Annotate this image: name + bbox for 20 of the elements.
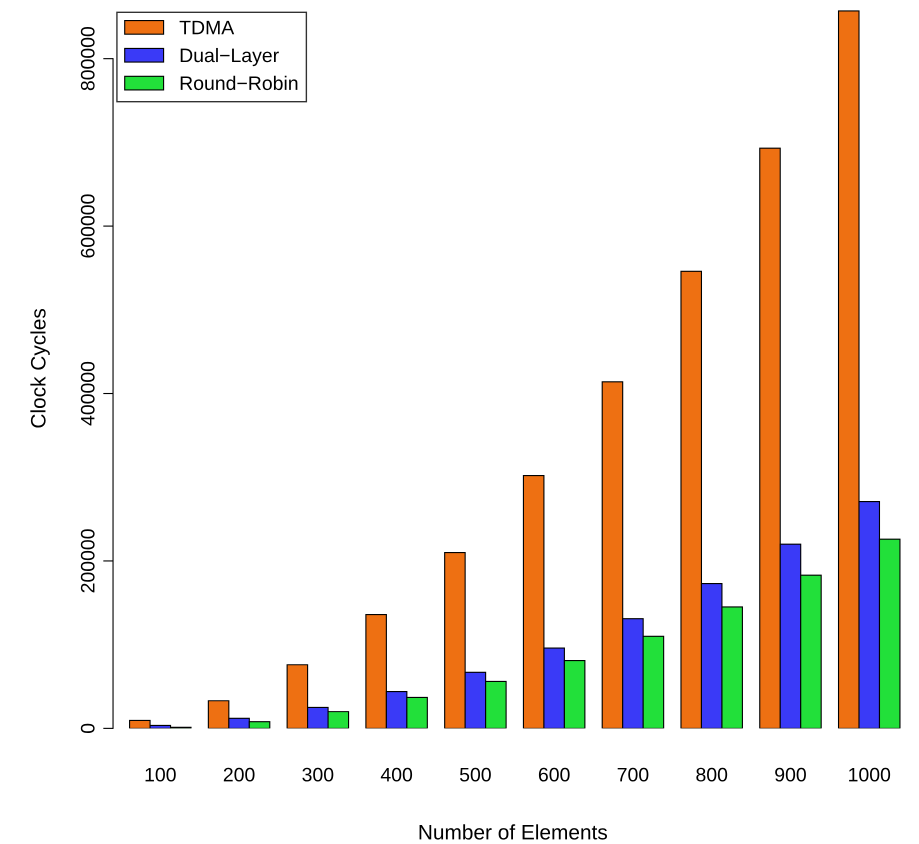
y-tick-label: 600000 <box>80 194 95 258</box>
legend-label: Round−Robin <box>180 76 298 90</box>
y-tick-label: 0 <box>80 724 95 734</box>
x-tick-label: 300 <box>302 768 334 782</box>
y-tick-label: 400000 <box>80 362 95 426</box>
legend-label: TDMA <box>180 20 234 34</box>
x-tick-label: 700 <box>618 768 648 782</box>
legend-label: Dual−Layer <box>180 48 279 66</box>
x-tick-label: 100 <box>146 768 176 782</box>
x-tick-label: 800 <box>696 768 728 782</box>
y-tick-label: 200000 <box>80 529 95 592</box>
y-axis-title: Clock Cycles <box>30 308 50 428</box>
x-tick-label: 200 <box>224 768 255 782</box>
x-tick-label: 400 <box>380 768 412 782</box>
y-tick-label: 800000 <box>80 26 95 90</box>
x-axis-title: Number of Elements <box>420 824 607 840</box>
x-tick-label: 600 <box>538 768 570 782</box>
x-tick-label: 900 <box>775 768 806 782</box>
x-tick-label: 500 <box>460 768 491 782</box>
x-tick-label: 1000 <box>849 768 890 782</box>
